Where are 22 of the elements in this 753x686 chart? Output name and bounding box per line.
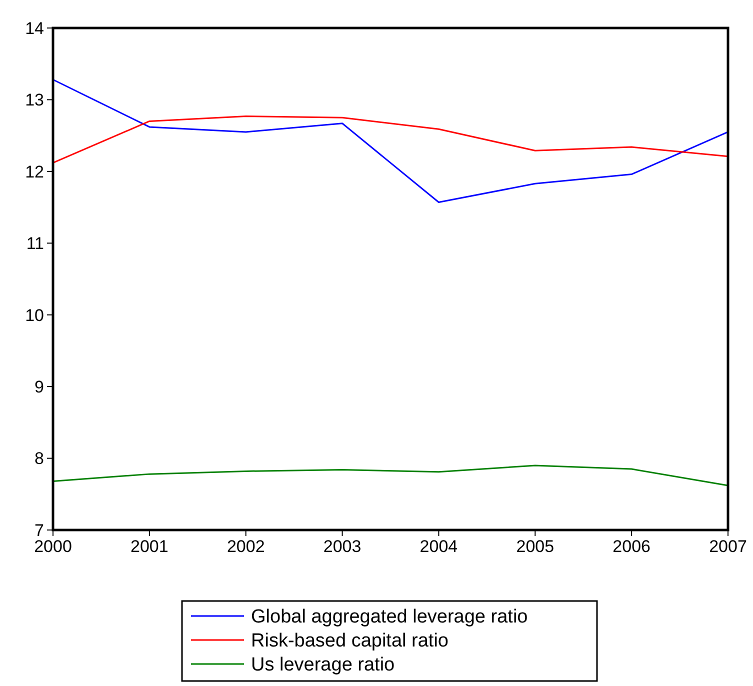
x-tick-label: 2000 (34, 537, 72, 556)
x-tick-label: 2004 (420, 537, 458, 556)
x-tick-label: 2005 (516, 537, 554, 556)
legend-label: Global aggregated leverage ratio (251, 606, 528, 628)
x-tick-label: 2001 (130, 537, 168, 556)
y-tick-label: 8 (34, 449, 44, 468)
line-series (52, 464, 729, 486)
legend-label: Risk-based capital ratio (251, 630, 448, 652)
x-tick-label: 2003 (323, 537, 362, 556)
line-series (52, 115, 729, 164)
y-tick-label: 10 (25, 306, 44, 325)
y-tick-label: 9 (34, 378, 44, 397)
y-tick-label: 7 (34, 520, 44, 540)
y-tick-label: 14 (25, 18, 44, 38)
y-tick-label: 12 (25, 162, 44, 182)
y-tick-label: 11 (26, 234, 44, 254)
y-tick-label: 13 (25, 90, 44, 110)
x-tick-label: 2002 (226, 537, 265, 556)
x-tick-label: 2006 (612, 537, 650, 556)
line-series (52, 78, 729, 204)
legend-label: Us leverage ratio (251, 654, 395, 676)
x-tick-label: 2007 (709, 537, 747, 556)
